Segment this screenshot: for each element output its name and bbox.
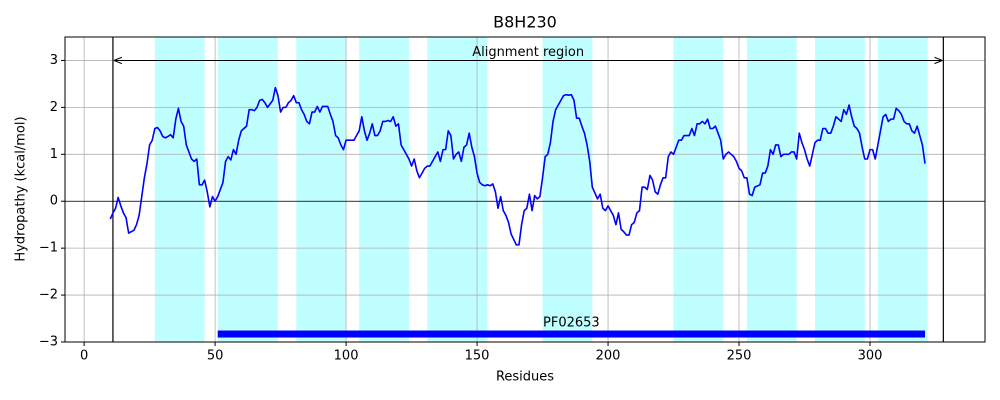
x-tick-label: 100 [334, 349, 359, 364]
x-tick-label: 0 [80, 349, 88, 364]
y-tick-label: 1 [50, 147, 58, 162]
x-tick-label: 50 [207, 349, 224, 364]
y-tick-label: −3 [39, 335, 58, 350]
chart-title: B8H230 [493, 13, 557, 32]
region-span [296, 37, 347, 342]
region-span [877, 37, 928, 342]
y-tick-label: 2 [50, 100, 58, 115]
domain-label: PF02653 [543, 316, 600, 331]
y-tick-label: −1 [39, 241, 58, 256]
alignment-label: Alignment region [472, 45, 584, 60]
region-span [814, 37, 865, 342]
y-tick-label: 0 [50, 194, 58, 209]
x-axis-label: Residues [496, 370, 554, 385]
domain-bar [217, 330, 926, 338]
region-span [746, 37, 797, 342]
y-tick-label: −2 [39, 288, 58, 303]
region-span [154, 37, 205, 342]
y-axis-label: Hydropathy (kcal/mol) [14, 116, 29, 261]
region-span [359, 37, 409, 342]
x-tick-label: 200 [596, 349, 621, 364]
y-tick-label: 3 [50, 53, 58, 68]
hydropathy-line [109, 86, 926, 246]
x-tick-label: 250 [727, 349, 752, 364]
x-tick-label: 150 [465, 349, 490, 364]
region-span [542, 37, 593, 342]
region-span [217, 37, 278, 342]
region-span [427, 37, 488, 342]
region-span [673, 37, 724, 342]
axes-frame [64, 36, 986, 343]
x-tick-label: 300 [858, 349, 883, 364]
